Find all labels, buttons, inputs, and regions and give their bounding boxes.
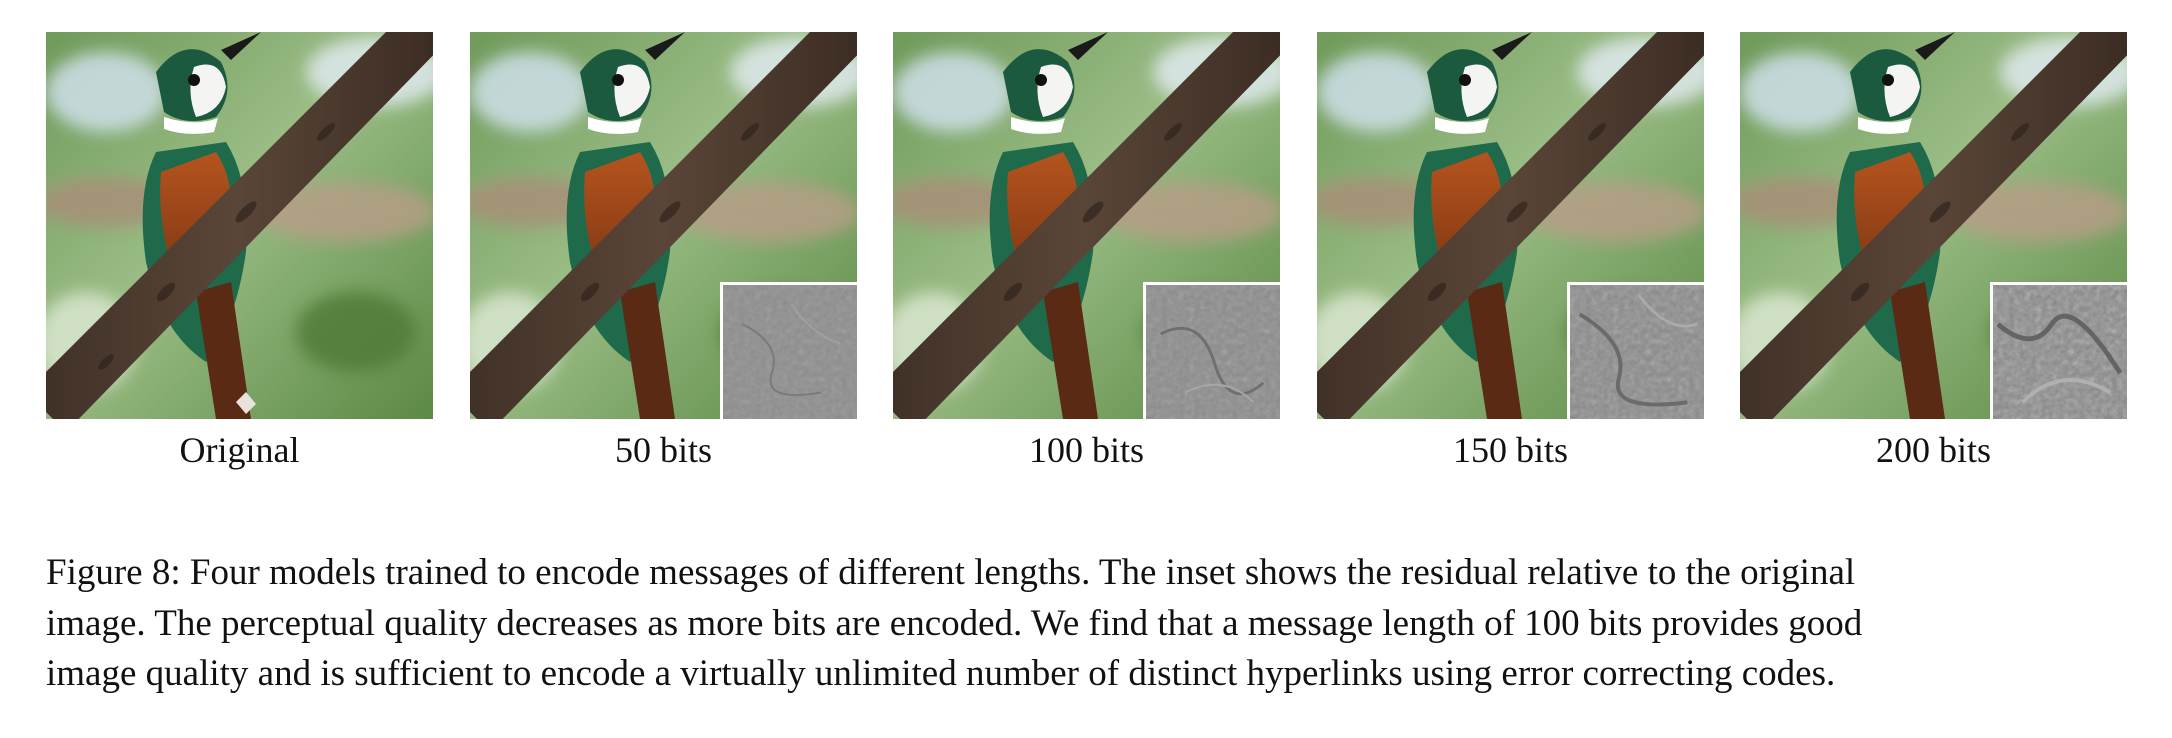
panel-label: 200 bits [1875,430,1991,470]
caption-line: image quality and is sufficient to encod… [46,653,1836,694]
residual-image [1146,285,1280,419]
residual-image [1570,285,1704,419]
panel-label: 50 bits [614,430,712,470]
panel-label: Original [179,430,300,470]
residual-inset [1990,282,2127,419]
residual-inset [1143,282,1280,419]
panel-label: 100 bits [1028,430,1144,470]
caption-line: Figure 8: Four models trained to encode … [46,552,1856,593]
residual-inset [1567,282,1704,419]
figure-caption: Figure 8: Four models trained to encode … [46,548,2146,700]
image-panel-200-bits [1740,32,2127,419]
image-panel-150-bits [1317,32,1704,419]
residual-image [1993,285,2127,419]
residual-image [723,285,857,419]
caption-line: image. The perceptual quality decreases … [46,602,1863,644]
image-panel-original [46,32,433,419]
residual-inset [720,282,857,419]
bird-photo [46,32,433,419]
image-panel-50-bits [470,32,857,419]
image-panel-100-bits [893,32,1280,419]
panel-label: 150 bits [1452,430,1568,470]
